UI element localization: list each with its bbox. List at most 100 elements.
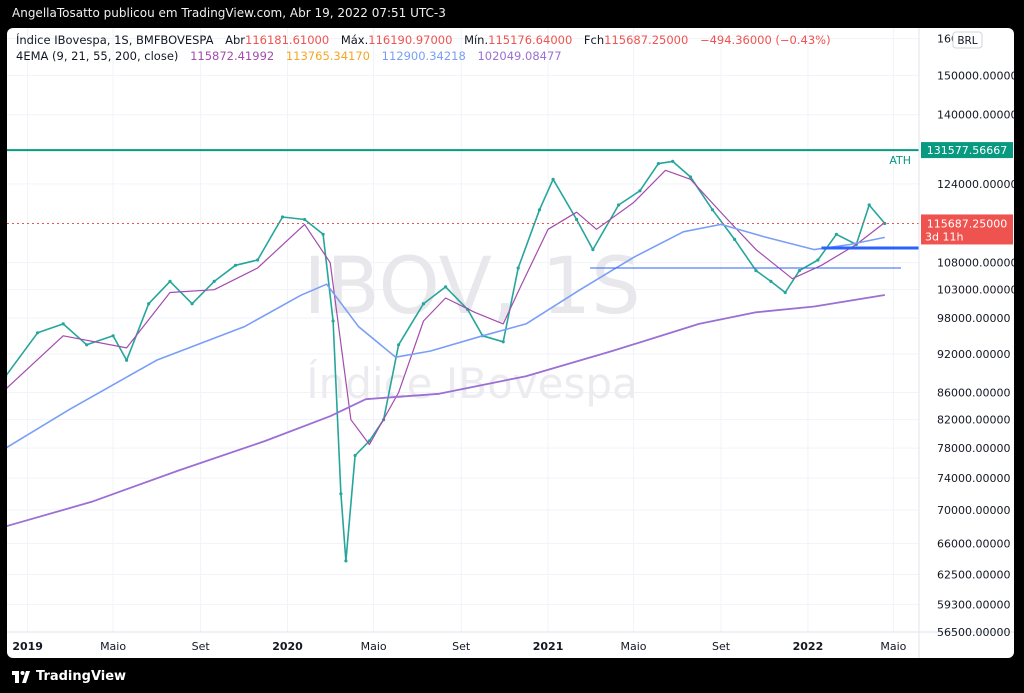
- price-point: [501, 340, 505, 344]
- x-tick-label: 2020: [272, 640, 303, 653]
- y-tick-label: 140000.00000: [937, 109, 1014, 122]
- legend-open: 116181.61000: [245, 33, 329, 47]
- y-tick-label: 59300.00000: [937, 598, 1010, 611]
- x-tick-label: Set: [712, 640, 731, 653]
- price-point: [168, 279, 172, 283]
- x-tick-label: Set: [192, 640, 211, 653]
- x-tick-label: Maio: [880, 640, 906, 653]
- price-point: [256, 258, 260, 262]
- price-point: [321, 232, 325, 236]
- price-point: [671, 159, 675, 163]
- tradingview-logo-icon: [12, 670, 30, 683]
- legend-low: 115176.64000: [488, 33, 572, 47]
- y-tick-label: 82000.00000: [937, 414, 1010, 427]
- price-point: [303, 217, 307, 222]
- footer-brand[interactable]: TradingView: [12, 669, 126, 684]
- price-point: [190, 302, 194, 306]
- price-point: [444, 285, 448, 289]
- price-point: [638, 189, 642, 193]
- legend-ema9: 115872.41992: [190, 49, 274, 63]
- price-point: [816, 258, 820, 262]
- price-point: [280, 215, 285, 219]
- legend-symbol: Índice IBovespa, 1S, BMFBOVESPA: [16, 32, 214, 47]
- y-tick-label: 56500.00000: [937, 626, 1010, 639]
- currency-label: BRL: [957, 35, 977, 47]
- y-tick-label: 86000.00000: [937, 387, 1010, 400]
- price-point: [85, 343, 89, 347]
- price-point: [147, 302, 151, 306]
- price-point: [212, 279, 216, 283]
- svg-text:Índice IBovespa, 1S, BMFBOVESP: Índice IBovespa, 1S, BMFBOVESPA Abr11618…: [16, 32, 831, 47]
- svg-text:4EMA (9, 21, 55, 200, close): 4EMA (9, 21, 55, 200, close) 115872.4199…: [16, 49, 562, 63]
- legend-change: −494.36000 (−0.43%): [700, 33, 831, 47]
- price-point: [61, 322, 65, 326]
- publish-header: AngellaTosatto publicou em TradingView.c…: [12, 6, 446, 20]
- price-point: [421, 302, 426, 306]
- chart-svg[interactable]: IBOV, 1S Índice IBovespa ATH131577.56667…: [7, 28, 1014, 658]
- y-tick-label: 66000.00000: [937, 537, 1010, 550]
- x-tick-label: 2019: [12, 640, 43, 653]
- y-tick-label: 103000.00000: [937, 284, 1014, 297]
- watermark-name: Índice IBovespa: [306, 358, 638, 408]
- x-tick-label: 2022: [793, 640, 824, 653]
- price-point: [339, 492, 343, 496]
- price-point: [344, 559, 348, 563]
- chart-panel[interactable]: IBOV, 1S Índice IBovespa ATH 131577.56667…: [7, 28, 1014, 658]
- ath-price-tag: [921, 142, 1013, 159]
- legend-ema21: 113765.34170: [286, 49, 370, 63]
- series-line-price: [7, 160, 886, 562]
- footer-brand-label: TradingView: [36, 669, 127, 684]
- y-tick-label: 98000.00000: [937, 312, 1010, 325]
- price-point: [834, 232, 839, 236]
- price-point: [797, 269, 802, 273]
- countdown-label: 3d 11h: [925, 230, 963, 243]
- legend: Índice IBovespa, 1S, BMFBOVESPA Abr11618…: [16, 32, 831, 63]
- price-point: [733, 237, 737, 241]
- price-point: [233, 263, 238, 267]
- price-point: [617, 203, 621, 207]
- last-price-label: 115687.25000: [927, 217, 1007, 230]
- price-point: [783, 290, 787, 295]
- price-point: [125, 358, 129, 362]
- price-point: [537, 208, 542, 212]
- y-tick-label: 78000.00000: [937, 442, 1010, 455]
- legend-open-label: Abr: [225, 33, 245, 47]
- y-tick-label: 62500.00000: [937, 568, 1010, 581]
- y-tick-label: 70000.00000: [937, 504, 1010, 517]
- price-point: [867, 203, 871, 207]
- x-tick-label: Maio: [620, 640, 646, 653]
- price-point: [656, 162, 661, 166]
- price-point: [551, 177, 555, 181]
- price-point: [353, 453, 357, 458]
- series-line-ema9: [7, 169, 886, 446]
- x-tick-label: Set: [452, 640, 471, 653]
- ath-price-label: 131577.56667: [927, 144, 1007, 157]
- price-point: [591, 248, 595, 252]
- price-point: [331, 319, 335, 323]
- price-point: [769, 279, 773, 283]
- y-tick-label: 74000.00000: [937, 472, 1010, 485]
- price-point: [710, 208, 715, 212]
- legend-high-label: Máx.: [341, 33, 368, 47]
- price-axis[interactable]: 1600150000.00000140000.00000124000.00000…: [937, 33, 1014, 639]
- last-price-tag: [921, 214, 1013, 245]
- legend-ema55: 112900.34218: [382, 49, 466, 63]
- x-tick-label: Maio: [100, 640, 126, 653]
- legend-ema-label: 4EMA (9, 21, 55, 200, close): [16, 49, 178, 63]
- legend-ema200: 102049.08477: [477, 49, 561, 63]
- price-point: [36, 331, 40, 335]
- currency-badge[interactable]: BRL: [952, 31, 983, 49]
- series-layer: [7, 159, 887, 563]
- series-line-ema55: [7, 223, 885, 449]
- time-axis[interactable]: 2019 Maio Set 2020 Maio Set 2021 Maio Set 2022 Mai…: [12, 640, 906, 653]
- y-tick-label: 108000.00000: [937, 257, 1014, 270]
- legend-close-label: Fch: [584, 33, 604, 47]
- price-point: [688, 175, 693, 179]
- series-line-ema200: [7, 294, 885, 527]
- price-point: [575, 217, 579, 222]
- price-point: [367, 439, 371, 443]
- price-point: [397, 343, 401, 347]
- ath-label: ATH: [889, 154, 911, 167]
